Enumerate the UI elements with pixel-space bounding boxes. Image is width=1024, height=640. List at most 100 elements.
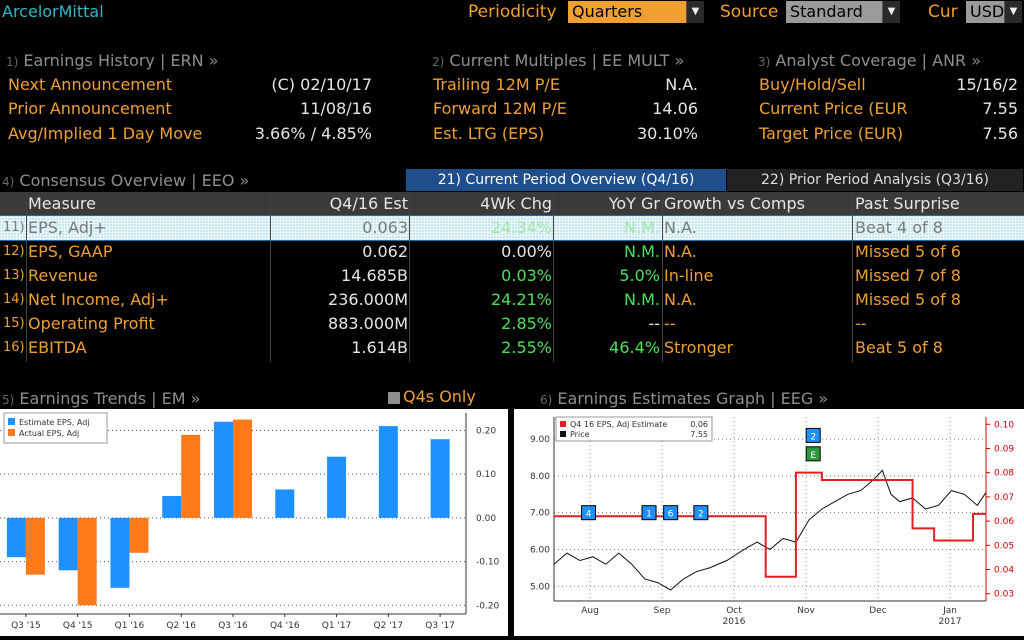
table-row[interactable]: 14) Net Income, Adj+ 236.000M 24.21% N.M. N.A… [0, 288, 1024, 312]
section-title: Earnings Trends | EM » [19, 389, 201, 408]
x-tick-label: Q2 '17 [374, 621, 404, 631]
x-tick-label: Dec [869, 606, 886, 616]
periodicity-label: Periodicity [468, 2, 557, 22]
bar-estimate [275, 489, 295, 518]
bar-actual [233, 419, 252, 518]
earnings-graph-header[interactable]: 6) Earnings Estimates Graph | EEG » [540, 389, 828, 408]
right-tick-label: 0.05 [994, 541, 1014, 551]
table-row[interactable]: 12) EPS, GAAP 0.062 0.00% N.M. N.A. Missed 5 o… [0, 240, 1024, 264]
legend-label-price: Price [570, 430, 590, 439]
chart-legend [3, 412, 108, 444]
row-past-surprise: Beat 4 of 8 [855, 218, 943, 237]
row-measure: EBITDA [28, 338, 87, 357]
table-row[interactable]: 15) Operating Profit 883.000M 2.85% -- -- -- [0, 312, 1024, 336]
event-marker-icon [641, 505, 657, 521]
left-tick-label: 6.00 [530, 545, 550, 555]
bar-estimate [58, 517, 78, 571]
row-yoy-gr: 46.4% [609, 338, 660, 357]
event-marker-icon [805, 427, 821, 443]
section-title: Earnings Estimates Graph | EEG » [557, 389, 829, 408]
analyst-coverage-header[interactable]: 3) Analyst Coverage | ANR » [758, 51, 981, 70]
currency-label: Cur [928, 2, 958, 22]
section-title: Earnings History | ERN » [23, 51, 219, 70]
tab-prior-period[interactable]: 22) Prior Period Analysis (Q3/16) [727, 169, 1023, 191]
x-tick-label: Q2 '16 [166, 621, 196, 631]
currency-dropdown-icon[interactable]: ▼ [1004, 1, 1022, 23]
chart-legend [555, 416, 713, 442]
legend-value-estimate: 0.06 [690, 420, 708, 429]
bar-estimate [162, 496, 182, 518]
tab-current-period[interactable]: 21) Current Period Overview (Q4/16) [406, 169, 726, 191]
x-tick-label: Q1 '16 [115, 621, 145, 631]
bar-estimate [378, 426, 398, 518]
source-dropdown-icon[interactable]: ▼ [882, 1, 900, 23]
next-announcement-label: Next Announcement [8, 75, 173, 94]
forward-pe-value: 14.06 [652, 99, 698, 118]
event-marker-label: 2 [810, 432, 816, 442]
current-price-label: Current Price (EUR [759, 99, 908, 118]
table-header-row: Measure Q4/16 Est 4Wk Chg YoY Gr Growth … [0, 192, 1024, 216]
x-tick-label: Q3 '17 [425, 621, 455, 631]
left-tick-label: 8.00 [530, 472, 550, 482]
y-tick-label: -0.10 [476, 558, 500, 568]
row-yoy-gr: N.M. [624, 290, 660, 309]
x-tick-label: Q1 '17 [322, 621, 352, 631]
row-est: 883.000M [328, 314, 408, 333]
legend-swatch-price [560, 431, 566, 437]
est-ltg-label: Est. LTG (EPS) [433, 124, 545, 143]
consensus-overview-header[interactable]: 4) Consensus Overview | EEO » [2, 171, 249, 190]
y-tick-label: 0.10 [476, 470, 496, 480]
periodicity-select[interactable]: Quarters [568, 1, 686, 23]
left-tick-label: 9.00 [530, 435, 550, 445]
bar-actual [181, 434, 201, 518]
table-row[interactable]: 13) Revenue 14.685B 0.03% 5.0% In-line Missed … [0, 264, 1024, 288]
row-4wk-chg: 2.85% [501, 314, 552, 333]
right-tick-label: 0.10 [994, 420, 1014, 430]
estimate-line [554, 471, 986, 578]
section-title: Analyst Coverage | ANR » [775, 51, 982, 70]
q4s-only-label[interactable]: Q4s Only [403, 387, 476, 406]
earnings-history-header[interactable]: 1) Earnings History | ERN » [6, 51, 219, 70]
row-number: 14) [3, 292, 25, 307]
row-growth-vs-comps: -- [664, 314, 676, 333]
row-past-surprise: Missed 5 of 8 [855, 290, 961, 309]
y-tick-label: 0.20 [476, 426, 496, 436]
currency-select[interactable]: USD [966, 1, 1004, 23]
periodicity-dropdown-icon[interactable]: ▼ [686, 1, 704, 23]
row-past-surprise: Missed 5 of 6 [855, 242, 961, 261]
source-label: Source [720, 2, 779, 22]
col-4wk-chg[interactable]: 4Wk Chg [480, 194, 552, 213]
legend-swatch [8, 429, 15, 436]
source-select[interactable]: Standard [786, 1, 882, 23]
prior-announcement-value: 11/08/16 [300, 99, 372, 118]
row-number: 15) [3, 316, 25, 331]
next-announcement-value: (C) 02/10/17 [271, 75, 372, 94]
col-growth-vs-comps[interactable]: Growth vs Comps [664, 194, 805, 213]
q4s-only-checkbox[interactable] [388, 392, 400, 404]
row-measure: EPS, Adj+ [28, 218, 107, 237]
row-number: 16) [3, 340, 25, 355]
x-tick-label: Aug [581, 606, 599, 616]
table-row[interactable]: 11) EPS, Adj+ 0.063 24.34% N.M. N.A. Beat 4 of… [0, 215, 1024, 241]
row-est: 0.062 [362, 242, 408, 261]
trailing-pe-label: Trailing 12M P/E [433, 75, 560, 94]
section-number: 6) [540, 393, 553, 407]
col-measure[interactable]: Measure [28, 194, 96, 213]
right-tick-label: 0.08 [994, 469, 1014, 479]
row-number: 13) [3, 268, 25, 283]
section-title: Consensus Overview | EEO » [19, 171, 250, 190]
row-est: 236.000M [328, 290, 408, 309]
col-est[interactable]: Q4/16 Est [329, 194, 408, 213]
row-est: 14.685B [341, 266, 408, 285]
prior-announcement-label: Prior Announcement [8, 99, 172, 118]
trailing-pe-value: N.A. [665, 75, 698, 94]
row-measure: Operating Profit [28, 314, 155, 333]
section-number: 2) [432, 55, 445, 69]
event-marker-label: 1 [646, 510, 652, 520]
current-multiples-header[interactable]: 2) Current Multiples | EE MULT » [432, 51, 684, 70]
col-past-surprise[interactable]: Past Surprise [855, 194, 960, 213]
col-yoy-gr[interactable]: YoY Gr [608, 194, 660, 213]
earnings-trends-header[interactable]: 5) Earnings Trends | EM » [2, 389, 200, 408]
x-tick-label: Sep [654, 606, 671, 616]
table-row[interactable]: 16) EBITDA 1.614B 2.55% 46.4% Stronger Beat 5 … [0, 336, 1024, 360]
